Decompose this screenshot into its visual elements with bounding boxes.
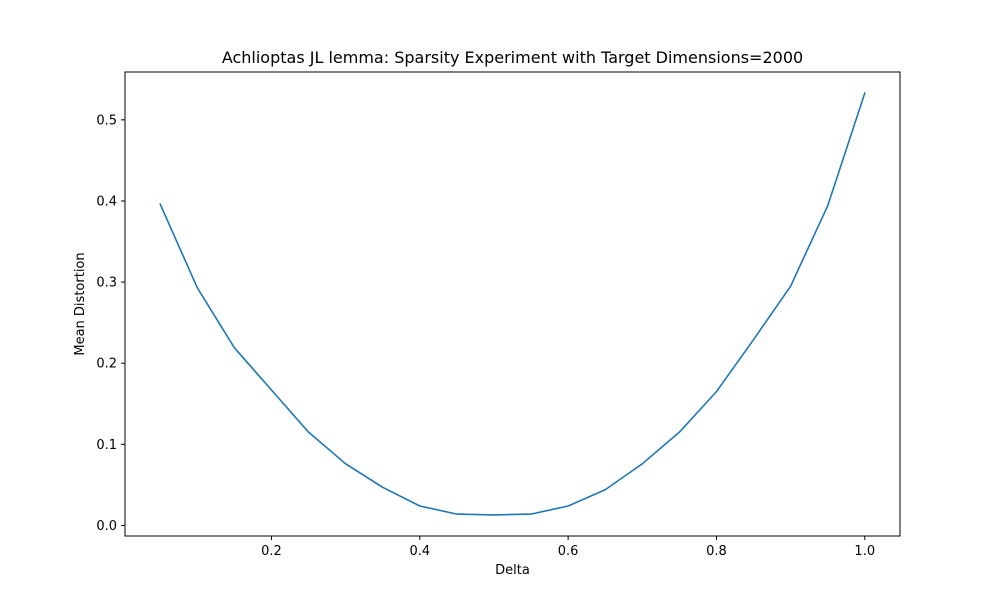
y-tick-label: 0.2: [96, 357, 117, 372]
y-tick-label: 0.4: [96, 194, 117, 209]
plot-area: [159, 92, 866, 516]
x-tick-label: 0.4: [409, 544, 430, 559]
x-tick-label: 0.8: [706, 544, 727, 559]
y-axis-label: Mean Distortion: [73, 252, 88, 355]
y-tick-label: 0.5: [96, 113, 117, 128]
chart-title: Achlioptas JL lemma: Sparsity Experiment…: [222, 48, 803, 67]
x-tick-label: 1.0: [854, 544, 875, 559]
y-tick-label: 0.1: [96, 438, 117, 453]
y-tick-label: 0.3: [96, 276, 117, 291]
plot-frame: [124, 71, 901, 537]
x-tick-label: 0.2: [261, 544, 282, 559]
series-line-0: [159, 92, 866, 516]
x-axis-label: Delta: [495, 563, 530, 578]
x-tick-label: 0.6: [558, 544, 579, 559]
y-tick-label: 0.0: [96, 519, 117, 534]
